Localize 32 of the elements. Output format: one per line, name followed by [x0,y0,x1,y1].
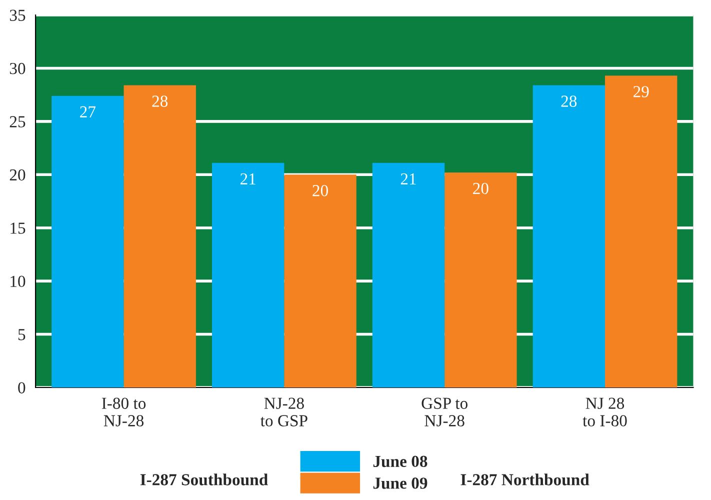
bar [124,85,196,388]
data-label: 29 [633,86,649,98]
bar [532,85,605,388]
y-tick-label: 25 [10,116,26,128]
x-tick-label: I-80 to NJ-28 [102,398,146,426]
bar [372,162,445,388]
y-tick-label: 35 [10,10,26,21]
legend-label: June 09 [373,478,428,489]
data-label: 21 [240,173,256,184]
data-label: 27 [80,106,96,118]
bar [605,76,678,388]
y-tick-label: 20 [10,169,26,181]
data-label: 28 [561,96,577,107]
legend-label: June 08 [373,456,428,468]
y-tick-label: 10 [10,276,26,288]
data-label: 28 [152,96,168,107]
data-label: 20 [312,185,328,196]
y-tick-label: 5 [18,329,26,340]
text: I-287 Northbound [460,474,590,486]
x-tick-label: NJ-28 to GSP [260,398,308,426]
x-tick-label: GSP to NJ-28 [422,398,468,426]
bar [52,96,124,388]
bar [444,172,517,388]
text: I-287 Southbound [140,474,268,486]
data-label: 21 [400,173,416,184]
x-tick-label: NJ 28 to I-80 [582,398,627,426]
y-tick-label: 30 [10,62,26,74]
y-tick-label: 0 [18,382,26,394]
y-tick-label: 15 [10,222,26,234]
data-label: 20 [473,182,488,194]
bar [284,174,356,388]
bar [212,162,284,388]
